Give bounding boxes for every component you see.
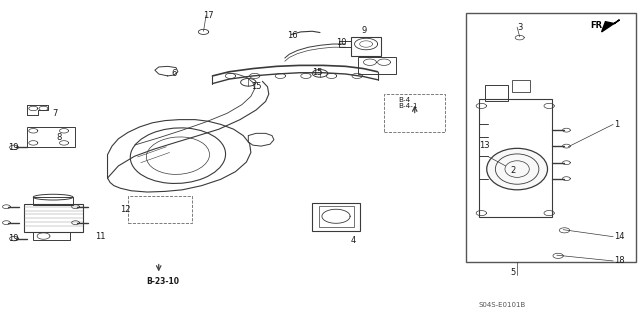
Text: 9: 9 [362,26,367,35]
Bar [485,85,508,101]
Text: 1: 1 [614,120,620,129]
Bar [466,13,636,262]
Text: 11: 11 [95,232,105,241]
Ellipse shape [487,148,548,190]
Text: 7: 7 [52,109,58,118]
Text: 13: 13 [479,141,490,150]
Text: 2: 2 [511,166,516,175]
Text: FR.: FR. [590,21,605,30]
Bar [24,204,83,232]
Text: 15: 15 [312,68,323,77]
Text: 16: 16 [287,31,298,40]
Text: 5: 5 [511,268,516,277]
Text: B-23-10: B-23-10 [146,277,179,286]
Text: 4: 4 [351,236,356,245]
Text: 19: 19 [8,234,18,243]
Text: 6: 6 [172,69,177,78]
Bar [128,196,192,223]
Polygon shape [602,20,620,32]
Text: 15: 15 [251,82,261,91]
Text: 19: 19 [8,143,18,152]
Bar [312,203,360,231]
Bar [27,127,75,147]
Bar [351,37,381,56]
Bar [358,57,396,74]
Bar [384,94,445,132]
Bar [33,232,70,240]
Bar [512,80,530,92]
Text: B-4: B-4 [398,97,410,102]
Bar [319,206,354,227]
Text: B-4-1: B-4-1 [398,103,417,109]
Text: 12: 12 [120,205,131,214]
Bar [33,197,73,205]
Text: 18: 18 [614,256,625,265]
Bar [479,99,552,217]
Text: 17: 17 [204,11,214,20]
Text: S04S-E0101B: S04S-E0101B [479,302,526,308]
Text: 14: 14 [614,232,625,241]
Text: 3: 3 [517,23,522,32]
Text: 8: 8 [56,133,61,142]
Text: 10: 10 [336,38,346,47]
